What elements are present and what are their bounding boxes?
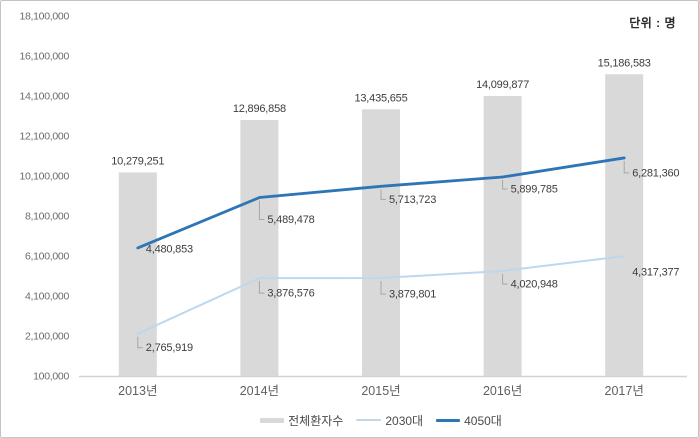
legend-label: 2030대 [385,413,424,428]
bar-value-label: 14,099,877 [476,79,529,91]
label-connector [502,180,508,190]
legend-label: 4050대 [464,413,502,428]
legend-swatch-line-icon [436,418,461,422]
y-axis-tick-label: 10,100,000 [19,171,69,183]
line-value-label: 3,879,801 [389,289,436,301]
line-4050대 [136,156,626,250]
legend-swatch-line-icon [356,419,382,421]
line-value-label: 5,899,785 [511,184,558,196]
line-value-label: 4,480,853 [146,243,193,255]
y-axis-tick-label: 4,100,000 [25,291,69,303]
y-axis-tick-label: 18,100,000 [19,11,69,23]
legend-item-4050s: 4050대 [436,412,502,429]
unit-label: 단위 : 명 [629,16,676,30]
x-axis-label: 2016년 [483,384,522,398]
line-value-label: 4,317,377 [632,267,679,279]
bar-2016년 [483,96,522,377]
y-axis-tick-label: 12,100,000 [19,131,69,143]
x-axis-label: 2013년 [118,384,157,398]
line-value-label: 2,765,919 [146,342,193,354]
y-axis-tick-label: 16,100,000 [19,51,69,63]
label-connector [258,281,265,294]
line-2030대 [136,255,626,335]
label-connector [380,281,386,295]
label-connector [258,200,265,221]
bar-value-label: 12,896,858 [233,103,286,115]
legend-item-2030s: 2030대 [356,412,423,429]
x-axis-label: 2014년 [240,384,279,398]
bar-2015년 [362,109,400,377]
label-connector [380,189,386,200]
y-axis-tick-label: 14,100,000 [19,91,69,103]
label-connector [502,273,508,285]
y-axis-tick-label: 2,100,000 [25,331,69,343]
line-value-label: 4,020,948 [511,278,558,290]
x-axis-label: 2015년 [361,384,400,398]
bar-value-label: 15,186,583 [598,57,651,69]
legend-swatch-bar-icon [260,417,285,423]
legend-label: 전체환자수 [288,413,344,428]
bar-value-label: 13,435,655 [354,92,407,104]
x-axis-label: 2017년 [605,384,644,398]
bar-value-label: 10,279,251 [111,155,164,167]
y-axis-tick-label: 6,100,000 [25,251,69,263]
chart-legend: 전체환자수 2030대 4050대 [77,408,685,432]
line-value-label: 5,713,723 [389,194,436,206]
line-value-label: 5,489,478 [267,214,314,226]
y-axis-tick-label: 8,100,000 [25,211,69,223]
bar-2017년 [605,74,644,376]
line-value-label: 6,281,360 [632,167,679,179]
bar-2014년 [240,120,279,377]
line-value-label: 3,876,576 [267,288,314,300]
legend-item-total-patients: 전체환자수 [260,412,343,429]
y-axis-tick-label: 100,000 [33,371,69,383]
label-connector [137,336,143,349]
label-connector [623,160,630,174]
